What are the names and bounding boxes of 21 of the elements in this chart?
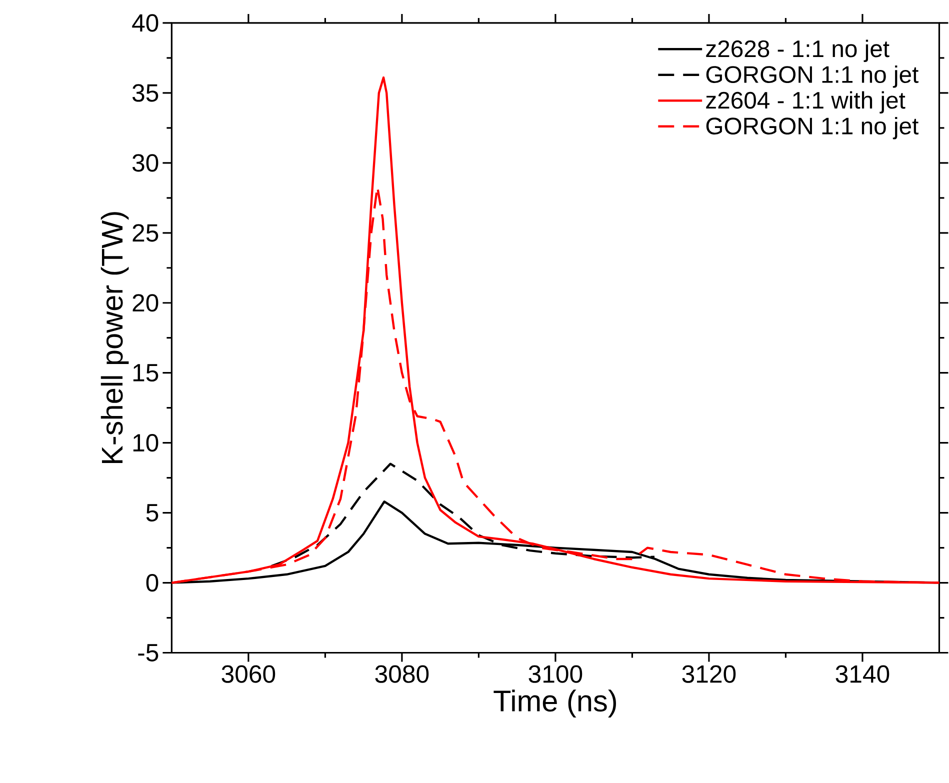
x-tick-label: 3100 xyxy=(528,665,582,684)
y-tick-label: 0 xyxy=(146,574,158,592)
legend-label: z2628 - 1:1 no jet xyxy=(706,40,890,62)
y-tick-label: 35 xyxy=(132,84,158,102)
y-tick-label: 10 xyxy=(133,434,158,452)
y-tick-label: 30 xyxy=(132,154,158,172)
x-tick-label: 3120 xyxy=(682,665,736,684)
legend-label: z2604 - 1:1 with jet xyxy=(706,91,906,114)
y-tick-label: 40 xyxy=(132,14,158,32)
legend-label: GORGON 1:1 no jet xyxy=(706,117,919,140)
x-tick-label: 3060 xyxy=(222,665,276,684)
y-tick-label: -5 xyxy=(138,644,158,662)
legend-label: GORGON 1:1 no jet xyxy=(706,66,919,88)
x-tick-label: 3140 xyxy=(836,665,890,684)
y-tick-label: 20 xyxy=(132,294,158,312)
y-tick-label: 25 xyxy=(132,224,158,242)
y-tick-label: 5 xyxy=(146,504,158,522)
x-tick-label: 3080 xyxy=(375,665,429,684)
y-tick-label: 15 xyxy=(133,364,158,382)
y-axis-title: K-shell power (TW) xyxy=(100,212,129,464)
x-axis-title: Time (ns) xyxy=(494,690,616,718)
